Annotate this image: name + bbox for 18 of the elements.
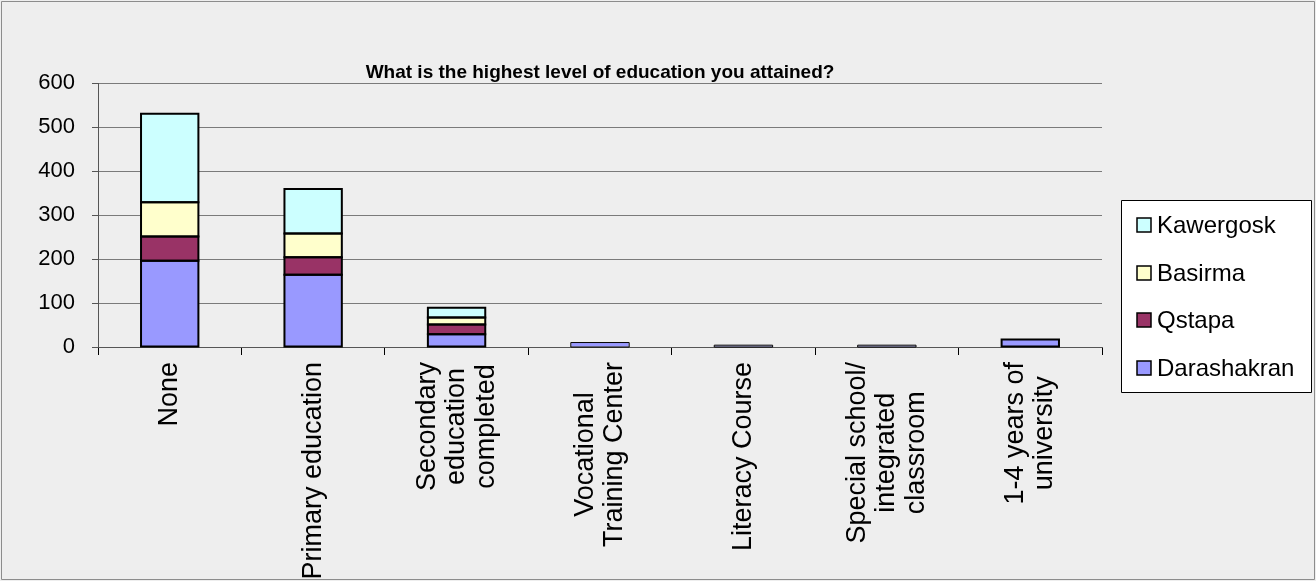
x-tick-label: Vocational Training Center: [568, 362, 629, 548]
x-tick-label: Literacy Course: [726, 361, 757, 552]
legend-label: Darashakran: [1157, 353, 1295, 381]
x-tick-label: Secondary education completed: [410, 361, 500, 492]
y-tick-label: 200: [38, 245, 75, 271]
legend-label: Kawergosk: [1157, 210, 1277, 238]
y-tick-label: 0: [62, 333, 75, 359]
x-tick-label: Primary education: [296, 361, 327, 580]
y-tick-label: 100: [38, 289, 75, 315]
x-tick-label: Special school/ integrated classroom: [840, 361, 930, 544]
chart-title: What is the highest level of education you attained?: [365, 61, 835, 83]
y-tick-label: 600: [38, 69, 75, 95]
legend-label: Qstapa: [1157, 305, 1236, 333]
y-tick-label: 300: [38, 201, 75, 227]
legend-label: Basirma: [1157, 258, 1246, 286]
y-tick-label: 500: [38, 113, 75, 139]
x-tick-label: None: [153, 362, 184, 427]
y-tick-label: 400: [38, 157, 75, 183]
